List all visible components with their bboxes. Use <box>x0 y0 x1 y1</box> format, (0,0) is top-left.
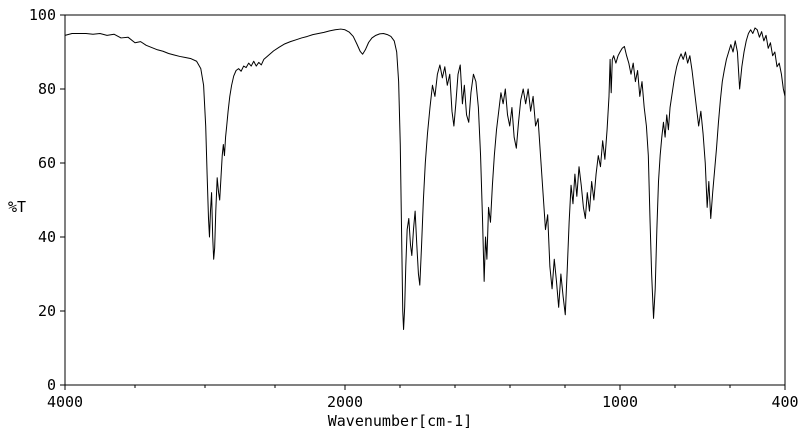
x-tick-label: 400 <box>771 393 798 411</box>
y-axis-label: %T <box>8 198 26 216</box>
y-tick-label: 20 <box>38 302 56 320</box>
y-tick-label: 100 <box>29 6 56 24</box>
spectrum-trace <box>64 27 786 330</box>
x-axis-label: Wavenumber[cm-1] <box>328 412 473 430</box>
x-tick-label: 4000 <box>47 393 83 411</box>
plot-frame <box>64 14 786 386</box>
x-tick-label: 2000 <box>327 393 363 411</box>
x-tick-label: 1000 <box>602 393 638 411</box>
y-tick-label: 60 <box>38 154 56 172</box>
y-tick-label: 80 <box>38 80 56 98</box>
y-tick-label: 0 <box>47 376 56 394</box>
y-tick-label: 40 <box>38 228 56 246</box>
